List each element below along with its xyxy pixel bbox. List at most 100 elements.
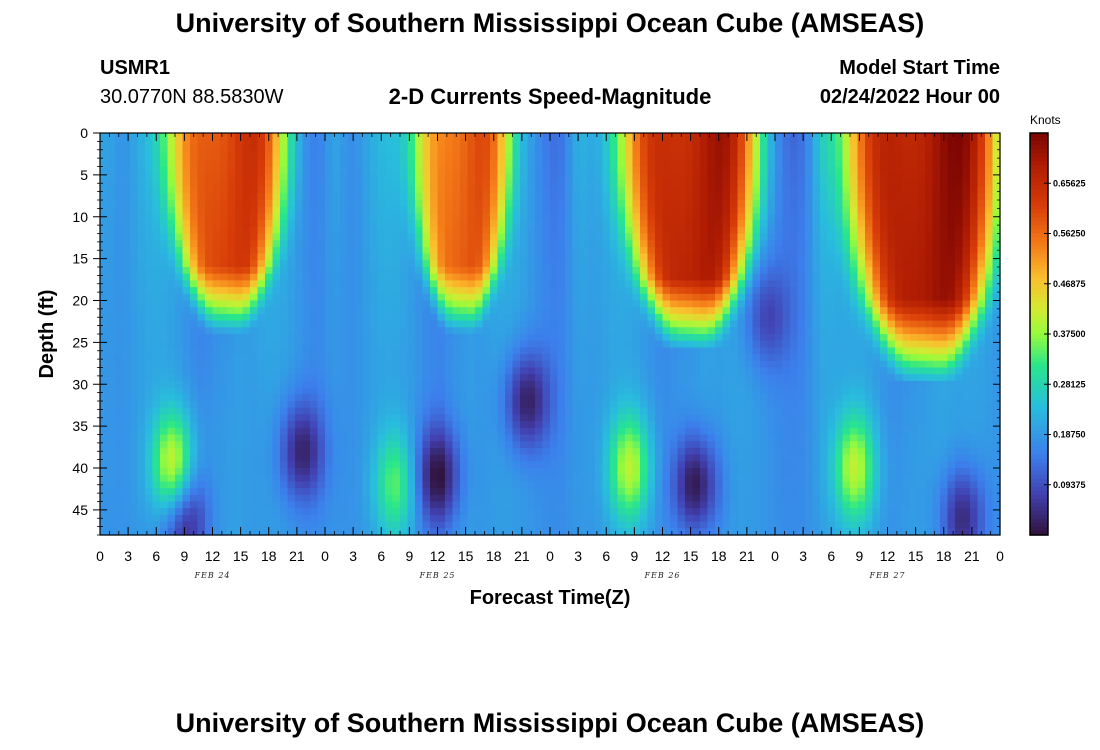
heatmap-cell (692, 494, 701, 503)
heatmap-cell (400, 293, 409, 302)
heatmap-cell (670, 468, 679, 476)
heatmap-cell (550, 267, 559, 275)
heatmap-cell (535, 421, 544, 429)
heatmap-cell (392, 387, 401, 395)
heatmap-cell (227, 313, 236, 322)
heatmap-cell (385, 421, 394, 429)
heatmap-cell (302, 367, 311, 375)
heatmap-cell (632, 166, 641, 174)
heatmap-cell (407, 133, 416, 141)
heatmap-cell (572, 293, 581, 302)
heatmap-cell (265, 246, 274, 255)
heatmap-cell (197, 528, 206, 536)
heatmap-cell (527, 401, 536, 409)
heatmap-cell (265, 474, 274, 482)
heatmap-cell (625, 287, 634, 295)
heatmap-cell (280, 474, 289, 482)
heatmap-cell (587, 354, 596, 362)
heatmap-cell (137, 474, 146, 482)
heatmap-cell (647, 474, 656, 482)
heatmap-cell (407, 434, 416, 442)
heatmap-cell (190, 454, 199, 462)
heatmap-cell (700, 387, 709, 395)
heatmap-cell (520, 508, 529, 516)
heatmap-cell (340, 508, 349, 516)
heatmap-cell (572, 354, 581, 362)
heatmap-cell (617, 159, 626, 168)
heatmap-cell (310, 401, 319, 409)
heatmap-cell (527, 153, 536, 161)
heatmap-cell (422, 354, 431, 362)
heatmap-cell (137, 434, 146, 442)
heatmap-cell (430, 387, 439, 395)
heatmap-cell (452, 360, 461, 369)
heatmap-cell (130, 226, 139, 235)
heatmap-cell (565, 267, 574, 275)
heatmap-cell (317, 528, 326, 536)
heatmap-cell (482, 334, 491, 342)
heatmap-cell (392, 340, 401, 348)
heatmap-cell (347, 468, 356, 476)
heatmap-cell (152, 267, 161, 275)
heatmap-cell (115, 287, 124, 295)
heatmap-cell (535, 354, 544, 362)
heatmap-cell (385, 226, 394, 235)
heatmap-cell (302, 334, 311, 342)
heatmap-cell (632, 313, 641, 322)
heatmap-cell (595, 293, 604, 302)
heatmap-cell (595, 488, 604, 496)
heatmap-cell (512, 514, 521, 523)
heatmap-cell (160, 300, 169, 308)
heatmap-cell (460, 427, 469, 436)
heatmap-cell (175, 293, 184, 302)
heatmap-cell (610, 200, 619, 208)
heatmap-cell (685, 441, 694, 449)
heatmap-cell (370, 360, 379, 369)
heatmap-cell (550, 374, 559, 382)
heatmap-cell (347, 246, 356, 255)
heatmap-cell (632, 260, 641, 268)
heatmap-cell (145, 260, 154, 268)
heatmap-cell (190, 273, 199, 281)
heatmap-cell (602, 468, 611, 476)
heatmap-cell (542, 226, 551, 235)
heatmap-cell (265, 159, 274, 168)
heatmap-cell (220, 179, 229, 188)
heatmap-cell (542, 253, 551, 261)
heatmap-cell (580, 280, 589, 288)
heatmap-cell (377, 240, 386, 248)
heatmap-cell (595, 307, 604, 315)
heatmap-cell (167, 220, 176, 228)
heatmap-cell (115, 280, 124, 288)
heatmap-cell (257, 273, 266, 281)
heatmap-cell (565, 253, 574, 261)
heatmap-cell (392, 139, 401, 147)
heatmap-cell (302, 173, 311, 181)
heatmap-cell (392, 159, 401, 168)
heatmap-cell (122, 427, 131, 436)
heatmap-cell (197, 394, 206, 402)
heatmap-cell (520, 454, 529, 462)
heatmap-cell (167, 347, 176, 355)
heatmap-cell (122, 521, 131, 529)
heatmap-cell (407, 401, 416, 409)
heatmap-cell (610, 307, 619, 315)
heatmap-cell (287, 340, 296, 348)
heatmap-cell (715, 146, 724, 154)
heatmap-cell (452, 273, 461, 281)
heatmap-cell (160, 260, 169, 268)
heatmap-cell (182, 367, 191, 375)
heatmap-cell (490, 334, 499, 342)
heatmap-cell (317, 421, 326, 429)
heatmap-cell (220, 380, 229, 389)
heatmap-cell (295, 414, 304, 422)
heatmap-cell (677, 240, 686, 248)
heatmap-cell (355, 226, 364, 235)
heatmap-cell (332, 474, 341, 482)
heatmap-cell (122, 173, 131, 181)
heatmap-cell (610, 159, 619, 168)
heatmap-cell (452, 267, 461, 275)
heatmap-cell (137, 273, 146, 281)
heatmap-cell (572, 508, 581, 516)
heatmap-cell (205, 193, 214, 201)
